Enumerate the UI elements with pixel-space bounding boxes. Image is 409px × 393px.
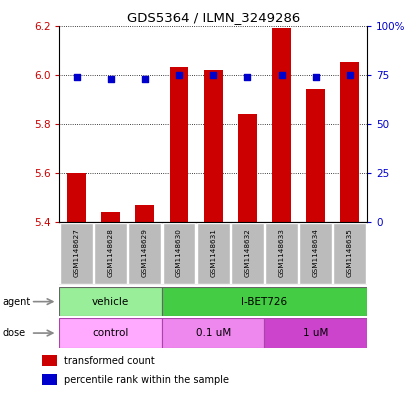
Text: GSM1148631: GSM1148631: [210, 228, 216, 277]
Point: [175, 72, 182, 78]
Text: GSM1148632: GSM1148632: [244, 228, 250, 277]
Point: [73, 73, 80, 80]
Bar: [339, 62, 358, 222]
Point: [141, 75, 148, 82]
FancyBboxPatch shape: [60, 223, 93, 284]
Text: GSM1148633: GSM1148633: [278, 228, 284, 277]
Bar: [306, 90, 324, 222]
Text: 0.1 uM: 0.1 uM: [195, 328, 230, 338]
FancyBboxPatch shape: [128, 223, 161, 284]
Point: [346, 72, 352, 78]
Text: GSM1148627: GSM1148627: [73, 228, 79, 277]
FancyBboxPatch shape: [162, 223, 195, 284]
Bar: [67, 173, 86, 222]
Bar: [162, 318, 264, 348]
Point: [209, 72, 216, 78]
Point: [107, 75, 114, 82]
Text: transformed count: transformed count: [63, 356, 154, 366]
Bar: [101, 212, 120, 222]
FancyBboxPatch shape: [299, 223, 331, 284]
FancyBboxPatch shape: [265, 223, 297, 284]
Bar: [237, 114, 256, 222]
Text: GSM1148634: GSM1148634: [312, 228, 318, 277]
FancyBboxPatch shape: [230, 223, 263, 284]
FancyBboxPatch shape: [94, 223, 127, 284]
Text: agent: agent: [2, 297, 30, 307]
Text: vehicle: vehicle: [92, 297, 129, 307]
Bar: [42, 355, 57, 366]
Text: GSM1148628: GSM1148628: [108, 228, 113, 277]
Title: GDS5364 / ILMN_3249286: GDS5364 / ILMN_3249286: [126, 11, 299, 24]
Bar: [264, 318, 366, 348]
Text: GSM1148629: GSM1148629: [142, 228, 148, 277]
Bar: [169, 67, 188, 222]
Bar: [203, 70, 222, 222]
Point: [278, 72, 284, 78]
Point: [243, 73, 250, 80]
Bar: [272, 28, 290, 222]
Text: I-BET726: I-BET726: [241, 297, 287, 307]
FancyBboxPatch shape: [333, 223, 365, 284]
Text: GSM1148635: GSM1148635: [346, 228, 352, 277]
Text: percentile rank within the sample: percentile rank within the sample: [63, 375, 228, 385]
Bar: [59, 318, 162, 348]
Text: control: control: [92, 328, 128, 338]
Bar: [42, 374, 57, 385]
Point: [312, 73, 318, 80]
Bar: [162, 287, 366, 316]
Bar: [135, 205, 154, 222]
FancyBboxPatch shape: [196, 223, 229, 284]
Text: dose: dose: [2, 328, 25, 338]
Text: 1 uM: 1 uM: [302, 328, 328, 338]
Bar: [59, 287, 162, 316]
Text: GSM1148630: GSM1148630: [175, 228, 182, 277]
